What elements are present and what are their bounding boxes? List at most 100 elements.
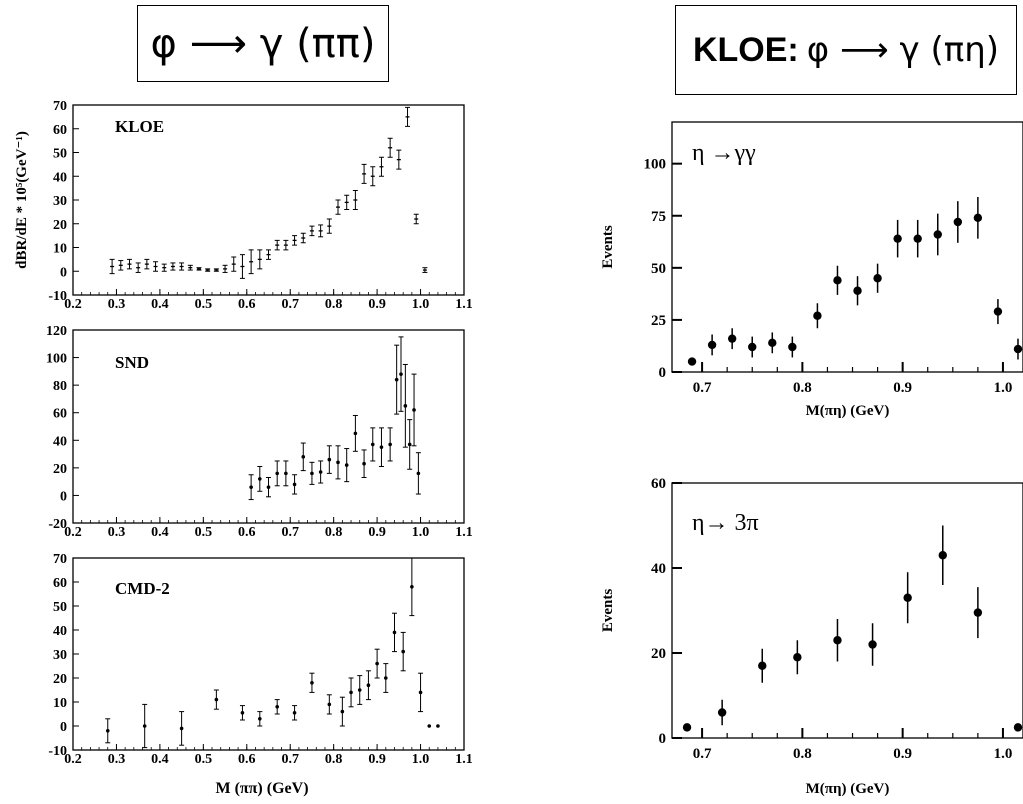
- chart1-data-point: [416, 471, 421, 476]
- chart1-data-point: [399, 372, 403, 376]
- chart2-xtick-label: 0.6: [238, 752, 256, 767]
- chart1-xtick-label: 0.5: [195, 525, 213, 540]
- chart1-ytick-label: 100: [46, 352, 67, 367]
- chart1-xtick-label: 0.8: [325, 525, 343, 540]
- chart4-xtick-label: 0.7: [693, 746, 712, 762]
- chart1-xtick-label: 0.7: [281, 525, 299, 540]
- chart0-xtick-label: 0.3: [108, 297, 126, 312]
- chart2-panel-label: CMD-2: [115, 579, 170, 598]
- chart3-data-point: [833, 276, 842, 285]
- left-x-axis-title: M (ππ) (GeV): [215, 780, 308, 797]
- chart1-xtick-label: 0.6: [238, 525, 256, 540]
- chart4-data-point: [682, 723, 692, 732]
- left-y-axis-title: dBR/dE * 10⁵(GeV⁻¹): [14, 131, 30, 269]
- chart4-data-point: [1013, 723, 1023, 732]
- chart4-xtick-label: 0.9: [893, 746, 912, 762]
- chart1-xtick-label: 1.0: [412, 525, 430, 540]
- chart3-ytick-label: 100: [644, 157, 667, 173]
- chart4-panel-label: η→ 3π: [692, 510, 759, 536]
- chart1-data-point: [353, 431, 358, 436]
- chart3-data-point: [687, 357, 697, 366]
- chart2-data-point: [310, 681, 314, 685]
- chart1-data-point: [310, 471, 314, 476]
- chart2-data-point: [357, 688, 362, 692]
- chart1-data-point: [344, 463, 349, 467]
- chart0-ytick-label: 50: [53, 147, 67, 162]
- chart1-frame: [72, 329, 465, 524]
- right-title: φ ⟶ γ (πη): [806, 30, 1000, 70]
- chart3-ytick-label: 25: [651, 313, 666, 329]
- chart2-data-point: [327, 702, 332, 707]
- chart2-ytick-label: 70: [53, 552, 67, 567]
- chart3-xtick-label: 0.9: [893, 380, 912, 396]
- chart1-data-point: [275, 471, 279, 476]
- chart2-ytick-label: 60: [53, 576, 67, 591]
- chart3-data-point: [788, 342, 797, 352]
- chart4-xtick-label: 0.8: [793, 746, 812, 762]
- chart3-ytick-label: 50: [651, 261, 666, 277]
- chart2-data-point: [392, 630, 397, 635]
- chart3-data-point: [748, 342, 757, 352]
- chart2-data-point: [410, 585, 414, 589]
- chart3-data-point: [813, 311, 822, 320]
- chart2-xtick-label: 0.2: [64, 752, 82, 767]
- chart3-xtick-label: 1.0: [994, 380, 1013, 396]
- chart0-xtick-label: 0.7: [281, 297, 299, 312]
- chart3-data-point: [768, 338, 777, 348]
- chart1-data-point: [407, 442, 412, 447]
- chart3-data-point: [993, 307, 1003, 316]
- chart4-ytick-label: 60: [651, 476, 666, 492]
- chart0-xtick-label: 0.5: [195, 297, 213, 312]
- chart4-data-point: [793, 653, 802, 662]
- chart2-ytick-label: 10: [53, 696, 67, 711]
- chart1-ytick-label: -20: [48, 517, 67, 532]
- chart0-xtick-label: 1.1: [455, 297, 473, 312]
- left-title: φ ⟶ γ (ππ): [150, 20, 376, 67]
- chart1-ytick-label: 60: [53, 407, 67, 422]
- chart3-frame: [671, 121, 1023, 373]
- chart2-data-point: [179, 726, 184, 731]
- chart4-data-point: [868, 640, 877, 649]
- chart3-data-point: [853, 286, 862, 295]
- chart1-ytick-label: 20: [53, 462, 67, 477]
- chart4-data-point: [938, 551, 947, 560]
- chart1-data-point: [318, 470, 323, 474]
- right-title-box: KLOE: φ ⟶ γ (πη): [675, 5, 1017, 95]
- chart1-data-point: [388, 442, 392, 447]
- chart1-data-point: [301, 455, 306, 459]
- chart0-ytick-label: 10: [53, 242, 67, 257]
- chart2-data-point: [275, 705, 279, 709]
- chart3-data-point: [727, 334, 737, 343]
- chart2-data-point: [349, 690, 353, 695]
- chart0-ytick-label: 70: [53, 99, 67, 114]
- chart2-data-point: [384, 676, 388, 680]
- chart4-x-axis-title: M(πη) (GeV): [806, 781, 890, 797]
- chart0-xtick-label: 0.8: [325, 297, 343, 312]
- chart3-data-point: [1013, 344, 1023, 354]
- chart3-y-axis-title: Events: [600, 225, 616, 269]
- chart3-data-point: [893, 234, 902, 243]
- chart2-data-point: [436, 724, 440, 728]
- chart1-data-point: [284, 471, 288, 476]
- chart4-data-point: [973, 608, 983, 617]
- chart1-data-point: [327, 457, 332, 462]
- chart2-ytick-label: 30: [53, 648, 67, 663]
- chart0-ytick-label: 60: [53, 123, 67, 138]
- chart1-xtick-label: 0.4: [151, 525, 169, 540]
- chart1-ytick-label: 120: [46, 324, 67, 339]
- chart4-y-axis-title: Events: [600, 589, 616, 633]
- chart0-ytick-label: 30: [53, 194, 67, 209]
- chart4-ytick-label: 20: [651, 646, 666, 662]
- chart2-xtick-label: 0.4: [151, 752, 169, 767]
- chart1-xtick-label: 0.9: [368, 525, 386, 540]
- chart2-ytick-label: 50: [53, 600, 67, 615]
- chart4-data-point: [833, 636, 842, 645]
- chart0-xtick-label: 0.2: [64, 297, 82, 312]
- chart0-ytick-label: -10: [48, 289, 67, 304]
- chart0-xtick-label: 0.6: [238, 297, 256, 312]
- chart2-xtick-label: 1.1: [455, 752, 473, 767]
- chart1-data-point: [292, 482, 297, 487]
- chart2-ytick-label: 40: [53, 624, 67, 639]
- chart2-ytick-label: 0: [60, 720, 67, 735]
